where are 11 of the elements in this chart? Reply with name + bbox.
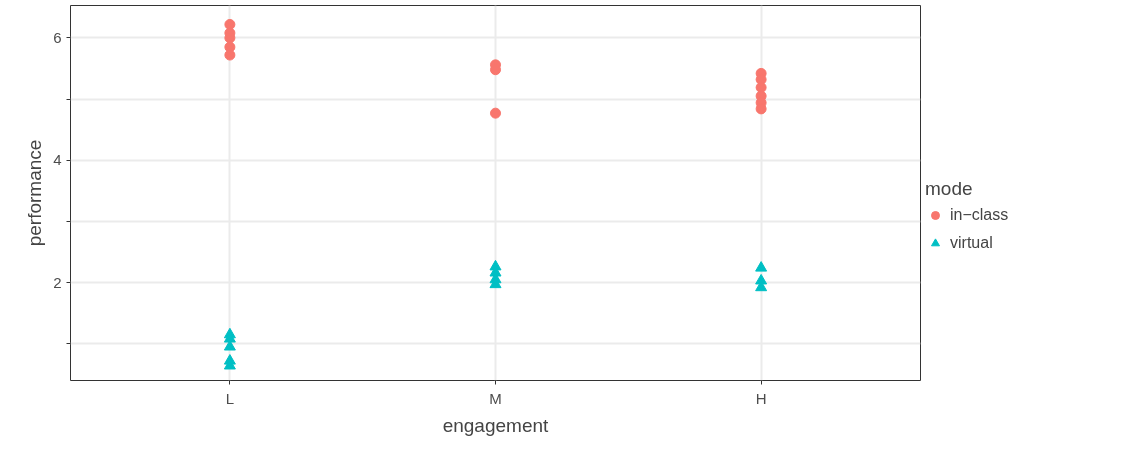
x-tick-label: H	[755, 389, 767, 407]
x-axis-title: engagement	[442, 414, 550, 436]
legend-title: mode	[925, 178, 974, 200]
y-tick-label: 4	[53, 151, 62, 169]
legend-label: virtual	[950, 234, 993, 252]
x-tick-label: M	[489, 389, 502, 407]
y-tick-label: 2	[53, 273, 62, 291]
x-tick-label: L	[225, 389, 235, 407]
y-axis-title: performance	[24, 139, 46, 247]
legend-label: in−class	[950, 206, 1009, 224]
y-tick-label: 6	[53, 28, 62, 46]
